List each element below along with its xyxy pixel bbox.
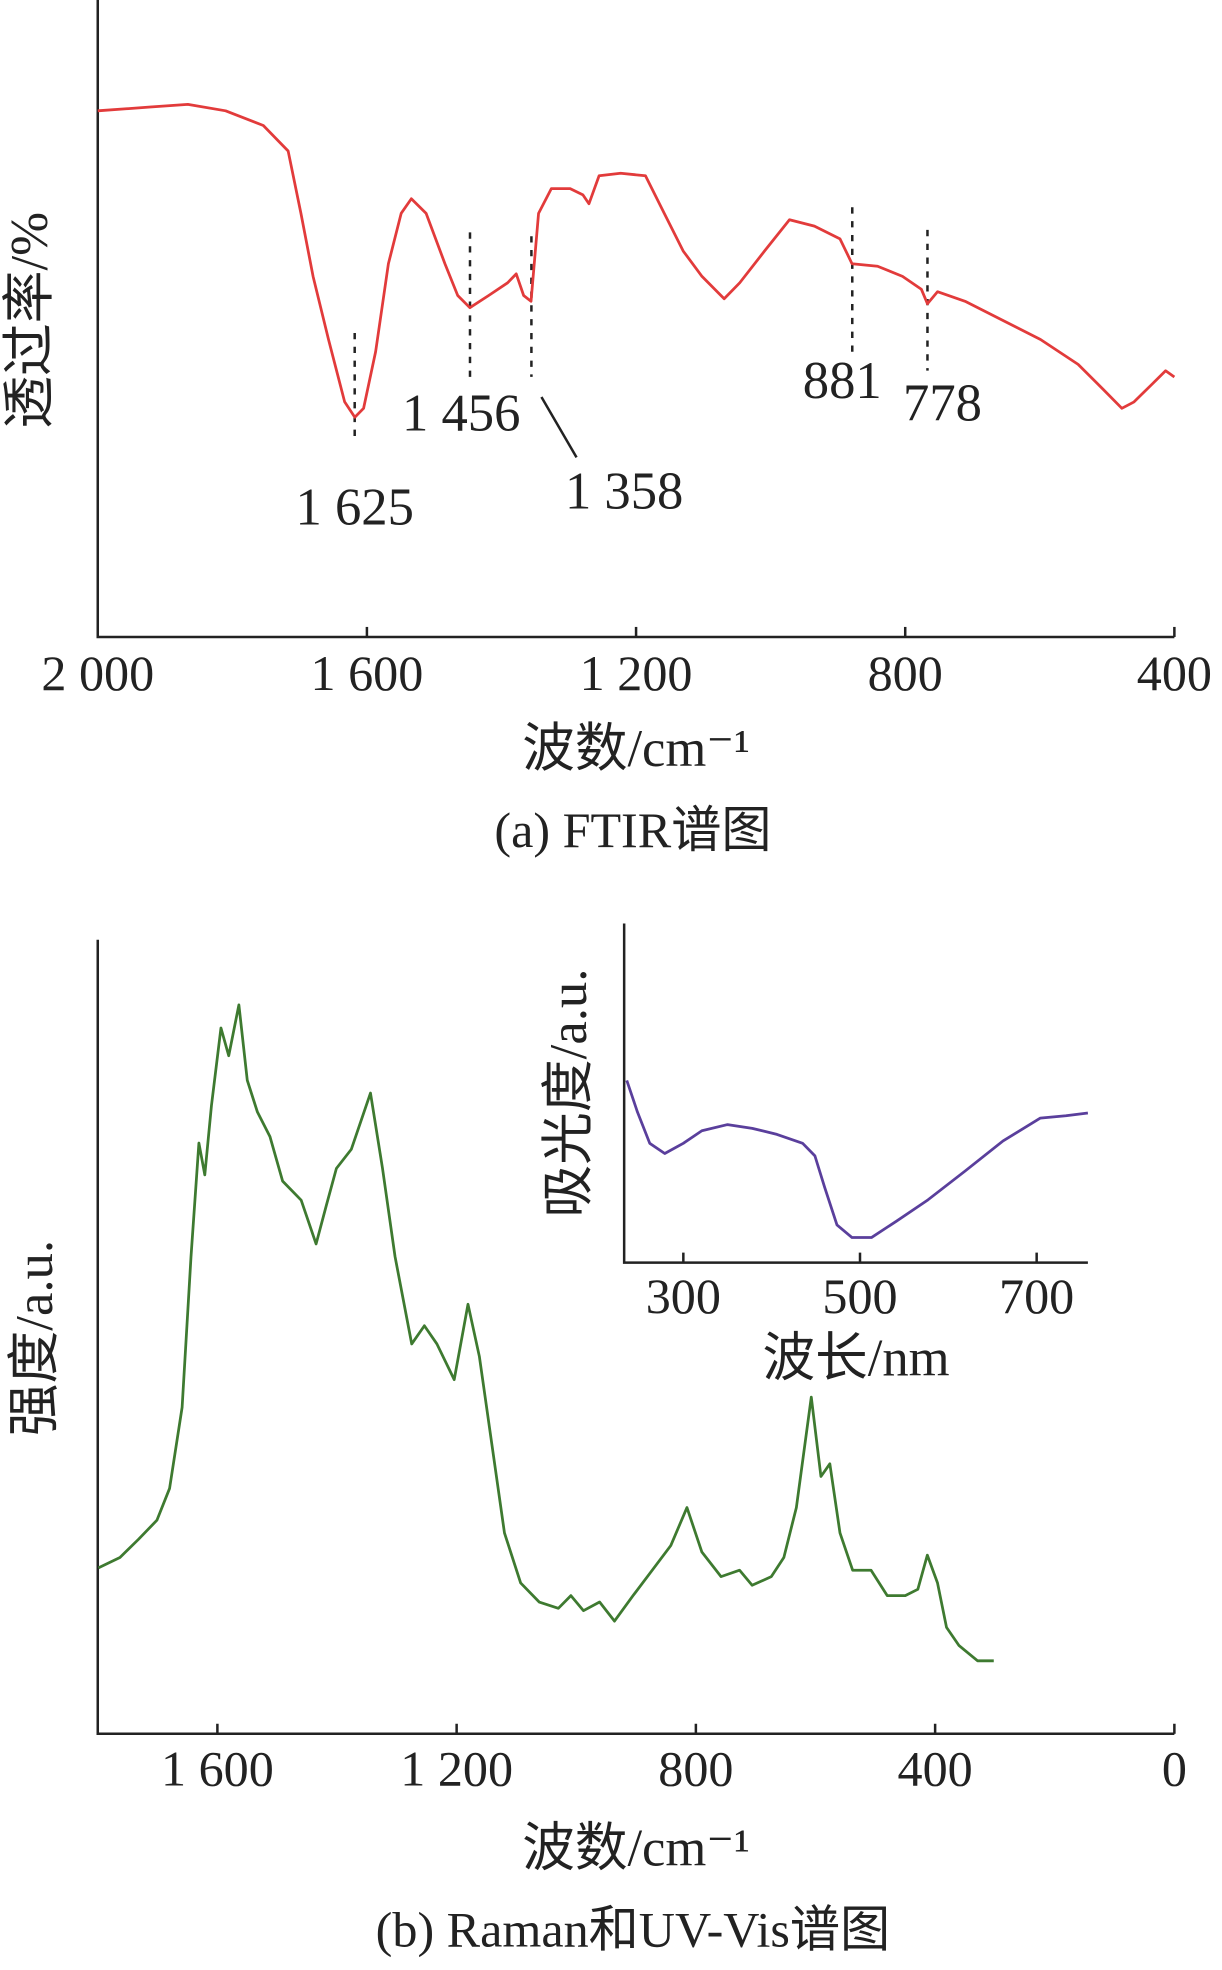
annotation: 1 625 [295,479,413,537]
x-tick-label: 2 000 [41,645,154,701]
axes [622,923,1088,1264]
y-axis-label: 透过率/% [1,212,59,429]
x-tick-label: 800 [658,1740,733,1796]
x-tick-label: 1 200 [580,645,693,701]
annotation-leader [540,396,578,458]
x-tick-label: 800 [868,645,943,701]
x-tick-label: 1 200 [400,1740,513,1796]
axes [96,0,1175,639]
x-tick-label: 500 [822,1268,897,1324]
annotation: 881 [803,352,882,410]
x-axis-label: 波数/cm⁻¹ [522,1819,750,1877]
annotation: 1 358 [565,462,683,520]
axes [96,939,1175,1736]
x-tick-label: 300 [646,1268,721,1324]
annotation: 1 456 [402,384,520,442]
spectrum-line [97,103,1176,419]
caption: (a) FTIR谱图 [494,802,771,858]
spectrum-line [97,1003,994,1663]
y-axis-label: 强度/a.u. [6,1240,64,1436]
x-tick-label: 1 600 [161,1740,274,1796]
y-axis-label: 吸光度/a.u. [540,969,598,1218]
x-tick-label: 400 [1137,645,1212,701]
x-axis-label: 波长/nm [762,1329,949,1387]
annotation: 778 [903,374,982,432]
x-tick-label: 0 [1162,1740,1187,1796]
x-tick-label: 1 600 [311,645,424,701]
caption: (b) Raman和UV-Vis谱图 [376,1901,890,1957]
x-axis-label: 波数/cm⁻¹ [522,720,750,778]
spectrum-line [625,1080,1089,1239]
x-tick-label: 400 [898,1740,973,1796]
x-tick-label: 700 [999,1268,1074,1324]
